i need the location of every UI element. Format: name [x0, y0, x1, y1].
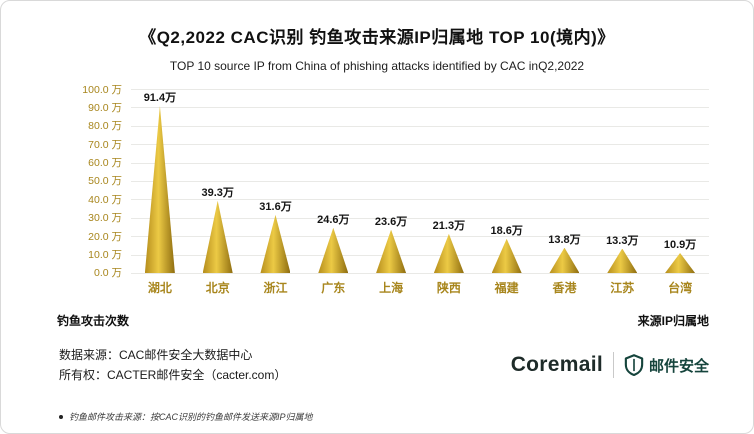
category-label: 广东: [321, 281, 346, 295]
bar-value-label: 21.3万: [432, 219, 466, 232]
plot-column: 91.4万 39.3万 31.6万 24.6万 23.6万 21.3万 18.6万 13.8万…: [131, 89, 709, 296]
bar-value-label: 10.9万: [663, 238, 697, 251]
gridline: [131, 217, 709, 219]
coremail-logo: Coremail 邮件安全: [511, 352, 709, 378]
bar: [665, 252, 696, 273]
footnote-text: 钓鱼邮件攻击来源：按CAC识别的钓鱼邮件发送来源IP归属地: [69, 412, 313, 422]
category-labels: 湖北 北京 浙江 广东 上海 陕西 福建 香港 江苏 台湾: [131, 279, 709, 296]
bar-column: 21.3万: [420, 89, 478, 273]
bar: [433, 233, 464, 273]
category-label: 台湾: [668, 281, 693, 295]
bar: [318, 227, 349, 273]
brand-group: 邮件安全: [624, 354, 709, 376]
bar-column: 91.4万: [131, 89, 189, 273]
gridline: [131, 125, 709, 127]
brand-name: 邮件安全: [648, 357, 709, 375]
bar: [549, 247, 580, 273]
footnote: 钓鱼邮件攻击来源：按CAC识别的钓鱼邮件发送来源IP归属地: [59, 410, 313, 423]
gridline: [131, 236, 709, 238]
bar: [491, 238, 522, 273]
gridline: [131, 273, 709, 274]
bar-value-label: 23.6万: [374, 215, 408, 228]
gridline: [131, 199, 709, 201]
gridline: [131, 107, 709, 109]
bar-column: 10.9万: [651, 89, 709, 273]
y-axis: 100.0 万 90.0 万 80.0 万 70.0 万 60.0 万 50.0 万 40.…: [82, 83, 122, 280]
axis-captions: 钓鱼攻击次数 来源IP归属地: [57, 312, 709, 329]
category-label: 湖北: [147, 281, 172, 295]
gridline: [131, 89, 709, 90]
gridline: [131, 144, 709, 146]
ownership-line: 所有权：CACTER邮件安全（cacter.com）: [59, 368, 287, 382]
category-label: 福建: [494, 281, 519, 295]
bar-value-label: 91.4万: [143, 92, 177, 104]
bar-column: 39.3万: [189, 89, 247, 273]
coremail-wordmark: Coremail: [510, 353, 603, 376]
bar: [376, 229, 407, 273]
bar-value-label: 18.6万: [490, 224, 523, 237]
bar-value-label: 13.8万: [548, 233, 581, 246]
bar-column: 31.6万: [247, 89, 305, 273]
footer: 数据来源：CAC邮件安全大数据中心 所有权：CACTER邮件安全（cacter.…: [59, 345, 709, 385]
category-label: 陕西: [436, 281, 461, 295]
bar-value-label: 13.3万: [606, 234, 639, 247]
category-label: 北京: [205, 281, 230, 295]
bar-value-label: 31.6万: [259, 200, 292, 213]
chart-area: 100.0 万 90.0 万 80.0 万 70.0 万 60.0 万 50.0 万 40.…: [59, 83, 709, 296]
bar: [144, 106, 175, 273]
category-label: 浙江: [263, 281, 288, 295]
bar-column: 18.6万: [478, 89, 536, 273]
gridline: [131, 181, 709, 182]
bar-value-label: 39.3万: [201, 186, 234, 199]
bullet-icon: [59, 414, 63, 419]
logo-divider: [612, 352, 614, 378]
bars: 91.4万 39.3万 31.6万 24.6万 23.6万 21.3万 18.6万 13.8万…: [131, 89, 709, 273]
bar-column: 13.3万: [593, 89, 651, 273]
gridline: [131, 254, 709, 256]
category-label: 江苏: [610, 281, 635, 295]
bar: [202, 200, 233, 273]
data-source-line: 数据来源：CAC邮件安全大数据中心: [59, 348, 253, 362]
bar-column: 24.6万: [304, 89, 362, 273]
footer-text: 数据来源：CAC邮件安全大数据中心 所有权：CACTER邮件安全（cacter.…: [59, 345, 286, 385]
category-label: 上海: [379, 281, 404, 295]
bar: [260, 214, 291, 273]
chart-subtitle: TOP 10 source IP from China of phishing …: [169, 59, 585, 73]
gridline: [131, 162, 709, 164]
category-label: 香港: [552, 281, 577, 295]
bar-value-label: 24.6万: [317, 213, 350, 226]
x-axis-caption-left: 钓鱼攻击次数: [57, 314, 130, 328]
bar-column: 13.8万: [536, 89, 594, 273]
shield-icon: [624, 354, 644, 376]
bar: [607, 248, 638, 273]
x-axis-caption-right: 来源IP归属地: [637, 314, 709, 328]
bar-column: 23.6万: [362, 89, 420, 273]
plot-area: 91.4万 39.3万 31.6万 24.6万 23.6万 21.3万 18.6万 13.8万…: [131, 89, 709, 274]
chart-title: 《Q2,2022 CAC识别 钓鱼攻击来源IP归属地 TOP 10(境内)》: [139, 28, 615, 47]
